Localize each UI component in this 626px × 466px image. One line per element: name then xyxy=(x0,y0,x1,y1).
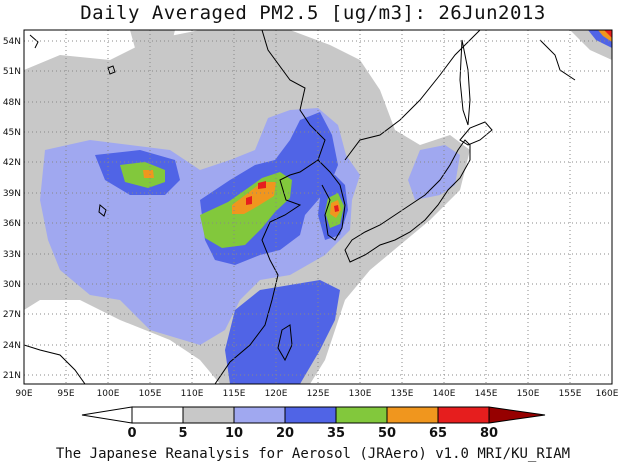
colorbar-label: 10 xyxy=(225,426,243,441)
colorbar-bin xyxy=(386,406,439,424)
contour-65-80 xyxy=(246,196,252,205)
lat-tick: 30N xyxy=(3,280,21,290)
lon-axis: 90E 95E 100E 105E 110E 115E 120E 125E 13… xyxy=(15,389,618,399)
colorbar-bin xyxy=(131,406,184,424)
lon-tick: 140E xyxy=(433,389,456,399)
colorbar-bin xyxy=(284,406,337,424)
coastline-russia xyxy=(344,30,481,161)
coastline-taiwan xyxy=(277,324,293,362)
lat-tick: 42N xyxy=(3,158,21,168)
gridlines xyxy=(24,30,612,384)
colorbar-bin xyxy=(182,406,235,424)
colorbar-label: 65 xyxy=(429,426,447,441)
lon-tick: 150E xyxy=(517,389,540,399)
contour-20-35-south xyxy=(225,280,340,384)
lon-tick: 120E xyxy=(265,389,288,399)
contour-50-65-main xyxy=(232,182,276,214)
colorbar-low-arrow xyxy=(81,406,133,424)
coastline-japan xyxy=(344,139,471,263)
lon-tick: 115E xyxy=(223,389,246,399)
lat-tick: 51N xyxy=(3,67,21,77)
contour-10-20-japan xyxy=(408,145,460,200)
lat-tick: 27N xyxy=(3,310,21,320)
contour-5-10-north xyxy=(130,30,175,58)
map-frame xyxy=(23,29,613,385)
lon-tick: 160E xyxy=(596,389,619,399)
lat-tick: 24N xyxy=(3,341,21,351)
lon-tick: 110E xyxy=(181,389,204,399)
lat-tick: 54N xyxy=(3,37,21,47)
lake-baikal xyxy=(107,65,116,75)
colorbar-label: 50 xyxy=(378,426,396,441)
colorbar-label: 80 xyxy=(480,426,498,441)
lon-tick: 130E xyxy=(349,389,372,399)
coastline-kamchatka xyxy=(539,39,576,81)
map-title: Daily Averaged PM2.5 [ug/m3]: 26Jun2013 xyxy=(80,2,546,24)
lon-tick: 135E xyxy=(391,389,414,399)
colorbar-label: 0 xyxy=(127,426,136,441)
lat-tick: 33N xyxy=(3,250,21,260)
lon-tick: 105E xyxy=(139,389,162,399)
coastline-sakhalin xyxy=(459,39,471,126)
coastline-china xyxy=(214,30,326,384)
lon-tick: 95E xyxy=(57,389,74,399)
lat-tick: 48N xyxy=(3,98,21,108)
colorbar-labels: 0 5 10 20 35 50 65 80 xyxy=(127,426,498,441)
lon-tick: 125E xyxy=(307,389,330,399)
lon-tick: 90E xyxy=(15,389,32,399)
lat-tick: 21N xyxy=(3,371,21,381)
lat-tick: 39N xyxy=(3,189,21,199)
lat-tick: 36N xyxy=(3,219,21,229)
colorbar-bin xyxy=(437,406,490,424)
lat-tick: 45N xyxy=(3,128,21,138)
coastline-west xyxy=(98,204,107,217)
lat-axis: 21N 24N 27N 30N 33N 36N 39N 42N 45N 48N … xyxy=(3,37,21,381)
lon-tick: 100E xyxy=(97,389,120,399)
contour-ne-corner-4 xyxy=(604,30,612,38)
coastline-hokkaido xyxy=(459,121,493,146)
coastlines xyxy=(24,30,576,384)
contour-50-65 xyxy=(143,170,154,178)
colorbar-label: 20 xyxy=(276,426,294,441)
colorbar-label: 5 xyxy=(178,426,187,441)
credit-line: The Japanese Reanalysis for Aerosol (JRA… xyxy=(55,446,571,462)
contour-65-80-korea xyxy=(334,205,339,212)
contour-65-80-b xyxy=(258,181,266,189)
colorbar-bin xyxy=(233,406,286,424)
contour-35-50 xyxy=(120,162,165,188)
coastline-korea xyxy=(317,159,346,241)
colorbar xyxy=(81,406,546,424)
coastline-vietnam xyxy=(24,344,86,384)
lon-tick: 155E xyxy=(559,389,582,399)
colorbar-high-arrow xyxy=(488,406,546,424)
coastline-nw xyxy=(29,34,39,49)
colorbar-label: 35 xyxy=(327,426,345,441)
lon-tick: 145E xyxy=(475,389,498,399)
colorbar-bin xyxy=(335,406,388,424)
